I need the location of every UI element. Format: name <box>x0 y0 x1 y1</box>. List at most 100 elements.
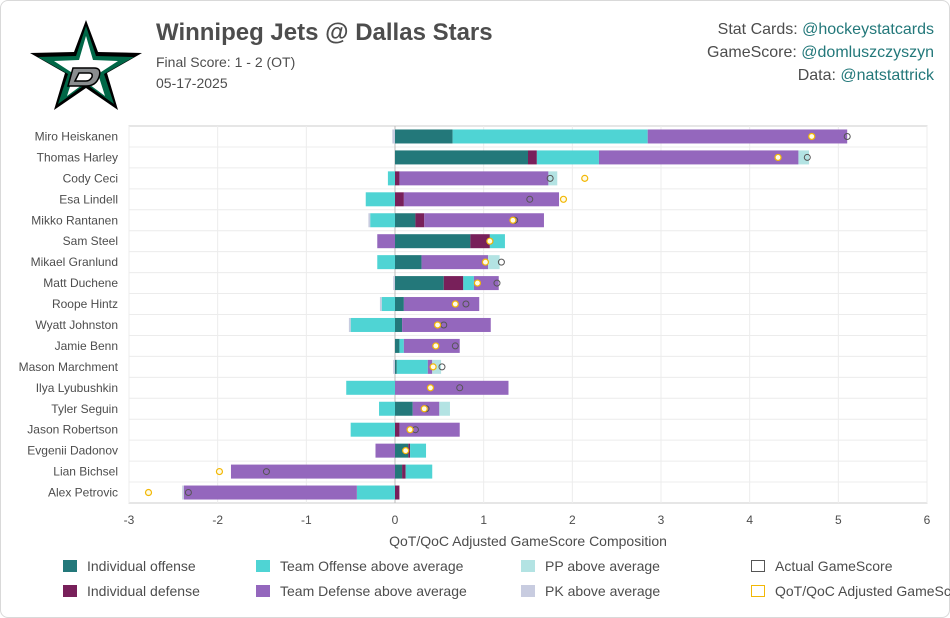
player-label: Sam Steel <box>63 234 118 248</box>
x-tick-label: 1 <box>480 513 487 527</box>
actual-gamescore-marker <box>451 342 459 350</box>
bar-team-offense <box>370 213 395 228</box>
x-tick-label: 2 <box>569 513 576 527</box>
player-label: Mikko Rantanen <box>31 213 118 227</box>
legend-label: Team Offense above average <box>280 558 464 574</box>
bar-individual-defense <box>402 464 406 479</box>
bar-individual-offense <box>395 150 528 165</box>
bar-team-defense <box>403 192 560 207</box>
bar-pk <box>368 213 371 228</box>
dallas-stars-logo-icon <box>30 20 142 110</box>
player-label: Wyatt Johnston <box>35 318 118 332</box>
legend-swatch <box>63 560 77 572</box>
bar-team-offense <box>452 129 648 144</box>
bar-team-defense <box>403 338 460 353</box>
bar-individual-defense <box>415 213 425 228</box>
bar-team-defense <box>403 297 480 312</box>
legend-label: Individual defense <box>87 583 200 599</box>
x-axis-label: QoT/QoC Adjusted GameScore Composition <box>389 533 667 549</box>
x-tick-label: 4 <box>746 513 753 527</box>
legend-item-team-defense: Team Defense above average <box>256 581 467 601</box>
player-label: Jamie Benn <box>55 339 118 353</box>
player-label: Miro Heiskanen <box>35 129 118 143</box>
gamescore-chart: -3 -2 -1 0 1 2 3 4 5 6 QoT/QoC Adjusted GameScore … <box>19 125 931 549</box>
bar-individual-offense <box>395 359 397 374</box>
legend-item-adjusted-marker: QoT/QoC Adjusted GameScore <box>751 581 950 601</box>
legend-item-team-offense: Team Offense above average <box>256 556 463 576</box>
legend-swatch <box>63 585 77 597</box>
adjusted-gamescore-marker <box>473 279 482 287</box>
legend-item-individual-defense: Individual defense <box>63 581 200 601</box>
adjusted-gamescore-marker <box>402 447 410 455</box>
bar-pk <box>348 317 351 332</box>
player-label: Lian Bichsel <box>53 465 118 479</box>
player-label: Mason Marchment <box>19 360 119 374</box>
credit-stat-cards: Stat Cards: @hockeystatcards <box>717 21 934 38</box>
legend-item-pk: PK above average <box>521 581 660 601</box>
bar-individual-offense <box>395 338 400 353</box>
x-tick-label: 6 <box>924 513 931 527</box>
game-date: 05-17-2025 <box>156 75 228 91</box>
adjusted-gamescore-marker <box>426 384 435 392</box>
adjusted-gamescore-marker <box>486 237 494 245</box>
legend-label: Actual GameScore <box>775 558 893 574</box>
legend-item-actual-marker: Actual GameScore <box>751 556 893 576</box>
adjusted-gamescore-marker <box>509 216 517 224</box>
legend-item-individual-offense: Individual offense <box>63 556 196 576</box>
actual-gamescore-marker <box>184 489 192 497</box>
credit-gamescore: GameScore: @domluszczyszyn <box>707 44 934 61</box>
adjusted-gamescore-marker <box>481 258 490 266</box>
player-label: Tyler Seguin <box>51 402 118 416</box>
adjusted-gamescore-marker <box>144 488 153 497</box>
bar-individual-offense <box>395 213 416 228</box>
legend-swatch <box>521 585 535 597</box>
bar-team-defense <box>421 255 489 270</box>
bar-individual-defense <box>395 171 400 186</box>
bar-team-offense <box>377 255 395 270</box>
actual-gamescore-marker <box>493 279 501 287</box>
player-label: Matt Duchene <box>43 276 118 290</box>
adjusted-gamescore-marker <box>420 405 428 413</box>
bar-team-offense <box>410 443 427 458</box>
adjusted-gamescore-marker <box>406 426 414 434</box>
bar-team-offense <box>489 234 505 249</box>
bar-team-offense <box>405 464 433 479</box>
data-link[interactable]: @natstattrick <box>840 67 934 84</box>
bar-team-defense <box>377 234 395 249</box>
adjusted-gamescore-marker <box>433 321 442 329</box>
adjusted-gamescore-marker <box>451 300 459 308</box>
x-tick-label: -3 <box>124 513 135 527</box>
actual-gamescore-marker <box>438 363 446 371</box>
bar-team-defense <box>230 464 395 479</box>
adjusted-gamescore-marker <box>432 342 440 350</box>
bar-individual-defense <box>395 422 400 437</box>
bar-team-offense <box>387 171 395 186</box>
x-tick-label: -1 <box>301 513 312 527</box>
bar-team-offense <box>381 297 395 312</box>
bar-team-defense <box>473 276 499 291</box>
bar-team-defense <box>395 380 509 395</box>
bar-individual-offense <box>395 234 471 249</box>
legend-item-pp: PP above average <box>521 556 660 576</box>
bar-team-offense <box>399 338 404 353</box>
x-tick-label: 0 <box>392 513 399 527</box>
bar-team-defense <box>424 213 544 228</box>
legend-swatch <box>256 560 270 572</box>
bar-team-offense <box>379 401 395 416</box>
player-label: Mikael Granlund <box>31 255 118 269</box>
bar-team-defense <box>647 129 848 144</box>
legend-label: Individual offense <box>87 558 196 574</box>
player-label: Roope Hintz <box>52 297 118 311</box>
actual-gamescore-marker <box>546 174 554 182</box>
bar-team-offense <box>396 359 428 374</box>
actual-gamescore-marker <box>462 300 470 308</box>
stat-cards-link[interactable]: @hockeystatcards <box>802 21 934 38</box>
x-tick-label: 3 <box>658 513 665 527</box>
bar-pk <box>392 129 395 144</box>
bar-team-defense <box>598 150 799 165</box>
adjusted-gamescore-marker <box>581 174 589 182</box>
gamescore-link[interactable]: @domluszczyszyn <box>801 44 934 61</box>
actual-gamescore-marker <box>526 195 534 203</box>
adjusted-gamescore-marker <box>559 195 568 203</box>
bar-pp <box>798 150 810 165</box>
